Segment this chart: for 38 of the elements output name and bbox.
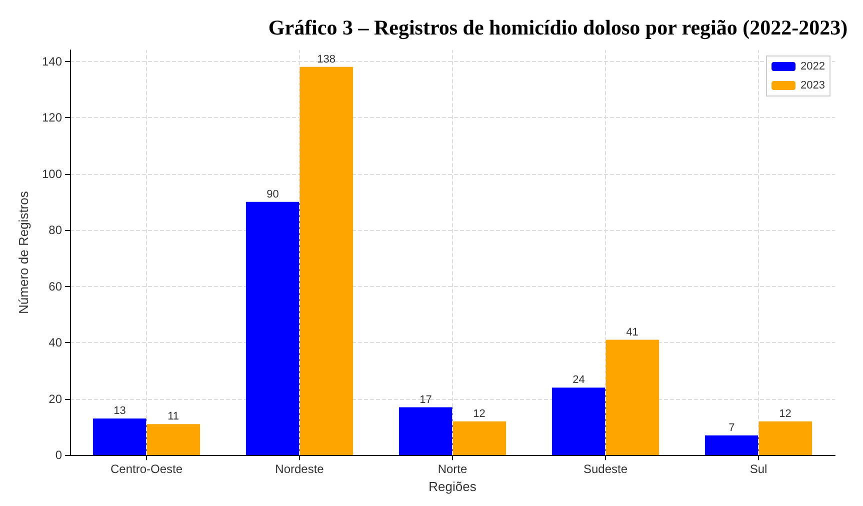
data-label: 11 [168, 410, 179, 423]
data-label: 13 [114, 405, 126, 418]
data-label: 12 [473, 408, 486, 420]
y-tick-label: 60 [48, 279, 62, 294]
bar [92, 418, 146, 456]
bar [606, 340, 660, 456]
legend-label: 2022 [800, 60, 826, 72]
data-label: 138 [317, 53, 336, 66]
data-label: 7 [728, 422, 735, 434]
bar [758, 421, 812, 456]
bar [146, 424, 200, 456]
bar [452, 421, 506, 456]
x-axis-title: Regiões [428, 479, 477, 494]
legend-label: 2023 [800, 80, 826, 92]
y-tick-label: 100 [42, 166, 62, 181]
bar [300, 66, 354, 456]
x-tick-label: Norte [438, 462, 468, 476]
bar [704, 435, 758, 456]
bar [398, 407, 452, 456]
bar [246, 202, 300, 456]
bar [552, 388, 606, 456]
y-tick-label: 40 [48, 336, 62, 350]
x-tick-label: Nordeste [275, 462, 324, 476]
x-tick-label: Centro-Oeste [110, 462, 183, 476]
y-tick-label: 20 [48, 392, 62, 406]
y-tick-label: 140 [42, 54, 62, 68]
chart-title: Gráfico 3 – Registros de homicídio doloso por região (2022-2023) [268, 16, 848, 40]
x-tick-label: Sudeste [583, 462, 628, 476]
y-tick-label: 0 [55, 448, 62, 462]
data-label: 41 [626, 326, 638, 338]
x-tick-label: Sul [750, 462, 768, 476]
y-axis-title: Número de Registros [16, 190, 31, 314]
data-label: 12 [779, 408, 792, 420]
data-label: 90 [266, 188, 279, 200]
y-tick-label: 80 [48, 223, 62, 238]
data-label: 24 [572, 374, 585, 386]
y-tick-label: 120 [42, 110, 62, 125]
data-label: 17 [420, 394, 432, 406]
